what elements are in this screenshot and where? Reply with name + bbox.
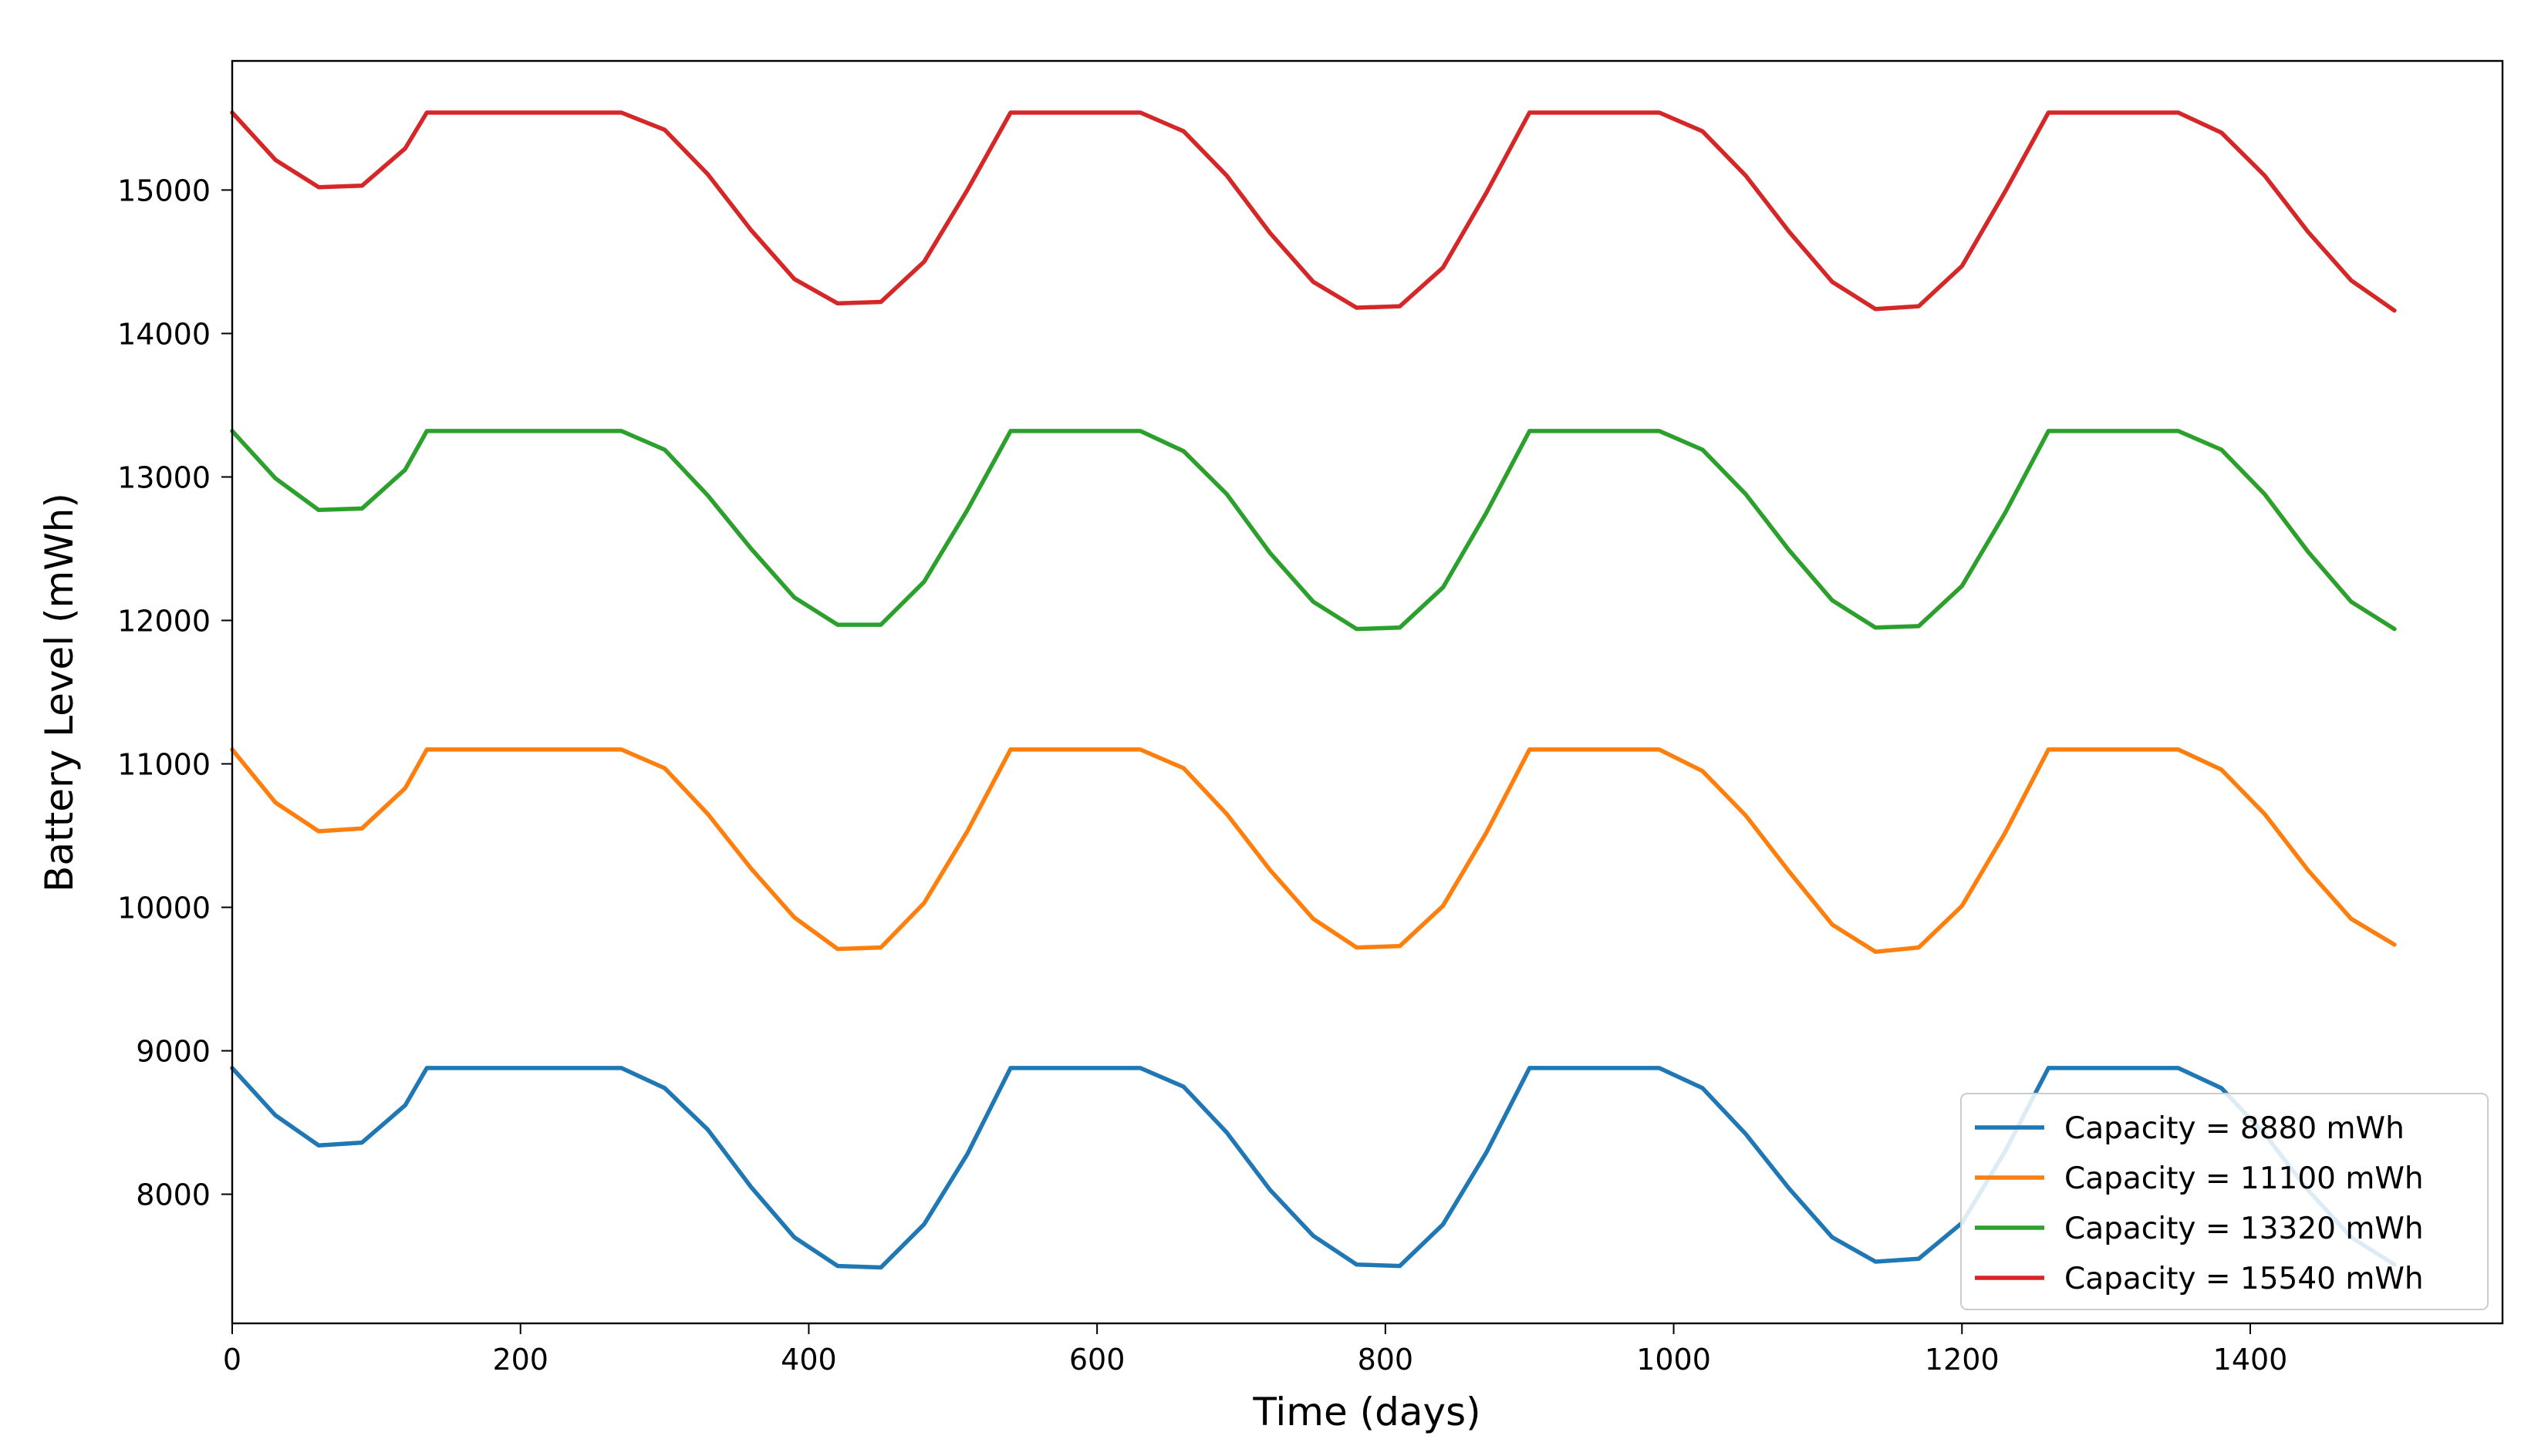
series-line-2 xyxy=(230,429,2397,632)
x-tick-label: 0 xyxy=(223,1343,241,1377)
x-tick-label: 800 xyxy=(1358,1343,1414,1377)
legend-label: Capacity = 15540 mWh xyxy=(2064,1262,2424,1296)
legend-label: Capacity = 11100 mWh xyxy=(2064,1161,2424,1196)
y-tick-label: 15000 xyxy=(117,174,211,207)
x-tick-label: 1400 xyxy=(2213,1343,2288,1377)
x-tick-label: 1000 xyxy=(1636,1343,1711,1377)
y-axis-label: Battery Level (mWh) xyxy=(37,493,82,892)
x-axis-label: Time (days) xyxy=(1252,1390,1480,1434)
y-tick-label: 11000 xyxy=(117,748,211,782)
x-tick-label: 1200 xyxy=(1925,1343,2000,1377)
series-line-1 xyxy=(230,747,2397,954)
tick-layer: 0 200 400 600 800 1000 1200 1400 8000 9000 10000 11… xyxy=(117,174,2287,1377)
x-tick-label: 600 xyxy=(1069,1343,1126,1377)
plot-frame xyxy=(231,59,2504,1325)
y-tick-label: 8000 xyxy=(136,1178,211,1212)
legend: Capacity = 8880 mWh Capacity = 11100 mWh C… xyxy=(1960,1093,2489,1310)
y-tick-label: 13000 xyxy=(117,460,211,494)
legend-label: Capacity = 13320 mWh xyxy=(2064,1212,2424,1246)
y-tick-label: 14000 xyxy=(117,317,211,351)
x-tick-label: 200 xyxy=(492,1343,548,1377)
x-tick-label: 400 xyxy=(781,1343,837,1377)
y-tick-label: 9000 xyxy=(136,1035,211,1069)
y-tick-label: 10000 xyxy=(117,891,211,925)
legend-label: Capacity = 8880 mWh xyxy=(2064,1111,2405,1146)
legend-box xyxy=(1960,1093,2489,1310)
y-tick-label: 12000 xyxy=(117,604,211,638)
series-line-3 xyxy=(230,110,2397,313)
